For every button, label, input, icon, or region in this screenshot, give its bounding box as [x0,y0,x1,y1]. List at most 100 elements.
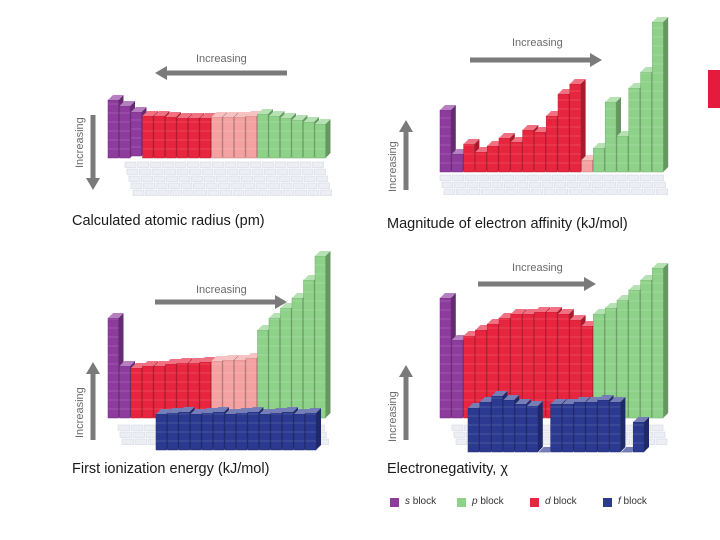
bar-top [108,95,124,100]
floor-cell [166,175,178,182]
bar-top [142,361,158,366]
bar-front [573,401,586,453]
floor-cell [128,175,141,182]
bar-top [503,395,520,400]
floor-cell [178,175,191,182]
floor-cell [201,168,214,175]
bar-front [604,101,617,173]
bar-top [515,399,531,404]
floor-cell [481,188,493,195]
floor-cell [262,161,274,168]
bar-front [167,412,179,451]
floor-cell [224,161,237,168]
bar-top [142,111,158,116]
bar-front [234,116,246,159]
bar-side [537,401,543,452]
bar-top [652,263,669,268]
bar-top [280,113,296,118]
floor-cell [314,168,326,175]
bar-front [142,365,154,419]
floor-cell [282,189,295,196]
bar-top [303,117,319,122]
bar-top [165,112,181,117]
floor-cell [117,424,130,431]
electronegativity-diagram [399,263,669,453]
bar-front [236,412,248,451]
floor-cell [641,181,654,188]
floor-cell [274,161,287,168]
floor-cell [191,175,203,182]
floor-cell [257,189,270,196]
panel-caption: Magnitude of electron affinity (kJ/mol) [387,216,628,232]
floor-cell [493,188,506,195]
bar-top [305,408,321,413]
bar-front [640,71,652,173]
floor-cell [552,174,564,181]
floor-cell [541,181,554,188]
floor-cell [439,174,452,181]
floor-cell [477,174,489,181]
horizontal-trend-arrow [155,295,287,309]
floor-cell [228,175,241,182]
bar-front [467,407,480,453]
bar-top [534,307,551,312]
floor-cell [253,175,266,182]
floor-cell [245,189,257,196]
bar-front [280,307,292,419]
bar-top [108,313,124,318]
panel-atomic-radius: Increasing Increasing Calculated atomic … [0,0,360,250]
bar-front [632,421,645,453]
bar-front [130,367,142,419]
floor-cell [199,161,212,168]
floor-cell [270,189,282,196]
floor-cell [168,182,180,189]
floor-cell [162,161,174,168]
horizontal-trend-label: Increasing [196,53,247,65]
floor-cell [232,189,245,196]
floor-cell [593,188,606,195]
floor-cell [164,168,176,175]
floor-cell [214,168,226,175]
bar-top [550,399,567,404]
vertical-trend-arrow [399,365,413,440]
bar-top [131,107,147,112]
floor-cell [441,181,454,188]
bar-front [257,113,269,159]
bar-front [211,116,223,159]
floor-cell [287,161,299,168]
bar-front [247,411,259,451]
floor-cell [132,189,145,196]
bar-front [130,111,142,157]
floor-cell [143,424,156,431]
bar-top [440,293,456,298]
floor-cell [139,168,151,175]
floor-cell [307,189,320,196]
bar-front [165,116,177,159]
floor-cell [453,431,466,438]
floor-cell [581,188,593,195]
floor-cell [643,188,656,195]
bar-front [526,405,539,453]
bar-top [119,361,135,366]
floor-cell [568,188,581,195]
vertical-trend-arrow [86,362,100,440]
floor-cell [182,189,195,196]
bar-front [569,83,581,173]
panel-caption: First ionization energy (kJ/mol) [72,461,270,477]
bar-top [211,112,227,117]
bar-top [597,395,614,400]
floor-cell [145,189,157,196]
bar-top [179,407,195,412]
floor-cell [506,188,518,195]
bar-front [514,403,527,453]
floor-cell [130,424,143,431]
bar-top [282,407,298,412]
bar-side [316,408,321,450]
bar-front [652,267,664,419]
floor-cell [264,168,276,175]
floor-cell [141,175,153,182]
floor-cell [255,182,268,189]
bar-top [609,397,626,402]
bar-side [325,119,331,158]
floor-cell [299,161,312,168]
